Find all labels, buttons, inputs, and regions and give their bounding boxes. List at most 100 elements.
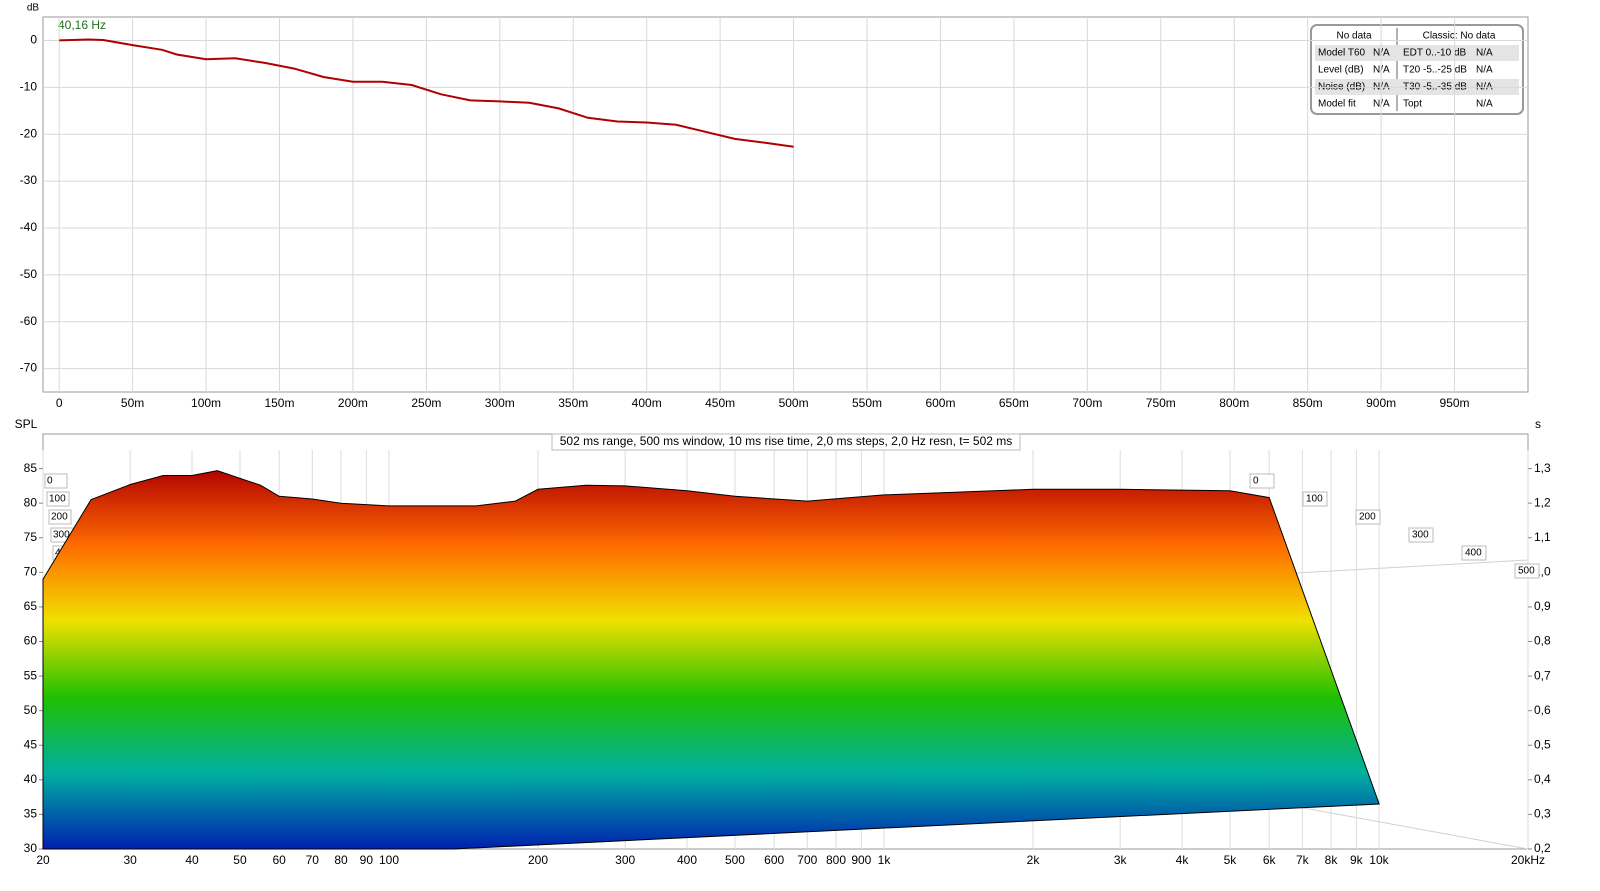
x-tick-label: 50m	[121, 396, 144, 410]
x-tick-label: 850m	[1293, 396, 1323, 410]
x-tick-label: 400	[677, 853, 697, 867]
waterfall-surface	[42, 470, 1380, 850]
y-tick-label: -20	[20, 126, 38, 140]
y2-tick-label: 0,3	[1534, 807, 1551, 821]
z-label-bg	[44, 473, 68, 489]
y2-tick-label: 0,9	[1534, 599, 1551, 613]
x-tick-label: 500	[725, 853, 745, 867]
x-tick-label: 10k	[1369, 853, 1389, 867]
x-tick-label: 800m	[1219, 396, 1249, 410]
y2-tick-label: 0,7	[1534, 668, 1551, 682]
y-tick-label: -30	[20, 173, 38, 187]
y-tick-label: -60	[20, 314, 38, 328]
y-tick-label: 60	[24, 634, 38, 648]
y-tick-label: -50	[20, 267, 38, 281]
y-tick-label: 45	[24, 737, 38, 751]
x-tick-label: 40	[185, 853, 199, 867]
title-box	[551, 433, 1021, 451]
x-tick-label: 500m	[779, 396, 809, 410]
x-tick-label: 70	[306, 853, 320, 867]
x-tick-label: 7k	[1296, 853, 1310, 867]
x-tick-label: 100m	[191, 396, 221, 410]
z-label-bg	[46, 491, 70, 507]
x-tick-label: 750m	[1146, 396, 1176, 410]
x-tick-label: 60	[272, 853, 286, 867]
y2-tick-label: 1,1	[1534, 530, 1551, 544]
x-tick-label: 550m	[852, 396, 882, 410]
x-tick-label: 1k	[878, 853, 892, 867]
decay-line	[59, 38, 794, 148]
x-tick-label: 200m	[338, 396, 368, 410]
z-tick-label: 400	[1465, 548, 1482, 559]
info-cell: Topt	[1403, 99, 1422, 110]
z-tick-label: 300	[1412, 530, 1429, 541]
top-plot-frame	[42, 16, 1529, 393]
z-tick-label: 200	[1359, 512, 1376, 523]
z-label-bg	[48, 509, 72, 525]
y-axis-label: dB	[27, 3, 40, 14]
y-tick-label: -70	[20, 361, 38, 375]
x-tick-label: 700	[797, 853, 817, 867]
x-tick-label: 20	[36, 853, 50, 867]
info-cell: Level (dB)	[1318, 65, 1364, 76]
info-cell: Model fit	[1318, 99, 1356, 110]
x-tick-label: 6k	[1263, 853, 1277, 867]
y-tick-label: -40	[20, 220, 38, 234]
info-header: No data	[1336, 31, 1371, 42]
z-tick-label: 500	[1518, 566, 1535, 577]
z-tick-label: 300	[53, 530, 70, 541]
x-tick-label: 450m	[705, 396, 735, 410]
z-tick-label: 100	[1306, 494, 1323, 505]
x-tick-label: 900m	[1366, 396, 1396, 410]
x-tick-label: 600	[764, 853, 784, 867]
y2-tick-label: 1,2	[1534, 495, 1551, 509]
y2-tick-label: 0,2	[1534, 841, 1551, 855]
y-tick-label: -10	[20, 79, 38, 93]
info-row-bg	[1315, 45, 1519, 61]
y2-tick-label: 0,5	[1534, 737, 1551, 751]
y2-tick-label: 0,4	[1534, 772, 1551, 786]
z-tick-label: 0	[1253, 476, 1259, 487]
x-tick-label: 350m	[558, 396, 588, 410]
y2-tick-label: 0,8	[1534, 634, 1551, 648]
y-tick-label: 50	[24, 703, 38, 717]
x-tick-label: 90	[360, 853, 374, 867]
x-tick-label: 900	[851, 853, 871, 867]
x-tick-label: 100	[379, 853, 399, 867]
info-cell: Model T60	[1318, 48, 1366, 59]
x-tick-label: 800	[826, 853, 846, 867]
z-label-bg	[1355, 509, 1381, 525]
y-tick-label: 0	[30, 33, 37, 47]
info-cell: N/A	[1476, 48, 1493, 59]
x-tick-label: 650m	[999, 396, 1029, 410]
y-tick-label: 85	[24, 461, 38, 475]
x-tick-label: 200	[528, 853, 548, 867]
y-tick-label: 30	[24, 841, 38, 855]
z-label-bg	[1302, 491, 1328, 507]
y2-tick-label: 1,3	[1534, 461, 1551, 475]
info-table: No data Classic: No data Model T60 N/A EDT 0…	[1310, 24, 1524, 115]
z-tick-label: 100	[49, 494, 66, 505]
info-cell: N/A	[1476, 65, 1493, 76]
y2-tick-label: 0,6	[1534, 703, 1551, 717]
x-tick-label: 300m	[485, 396, 515, 410]
z-tick-label: 0	[47, 476, 53, 487]
z-label-bg	[1514, 563, 1540, 579]
x-tick-label: 700m	[1072, 396, 1102, 410]
info-cell: T20 -5..-25 dB	[1403, 65, 1467, 76]
x-tick-label: 20kHz	[1511, 853, 1545, 867]
info-cell: EDT 0..-10 dB	[1403, 48, 1467, 59]
y-tick-label: 55	[24, 668, 38, 682]
z-label-bg	[1408, 527, 1434, 543]
x-tick-label: 5k	[1224, 853, 1238, 867]
y-tick-label: 70	[24, 565, 38, 579]
x-tick-label: 80	[334, 853, 348, 867]
x-tick-label: 250m	[411, 396, 441, 410]
y-tick-label: 80	[24, 495, 38, 509]
x-tick-label: 30	[123, 853, 137, 867]
z-label-bg	[1249, 473, 1275, 489]
x-tick-label: 4k	[1176, 853, 1190, 867]
y-tick-label: 75	[24, 530, 38, 544]
x-tick-label: 9k	[1350, 853, 1364, 867]
